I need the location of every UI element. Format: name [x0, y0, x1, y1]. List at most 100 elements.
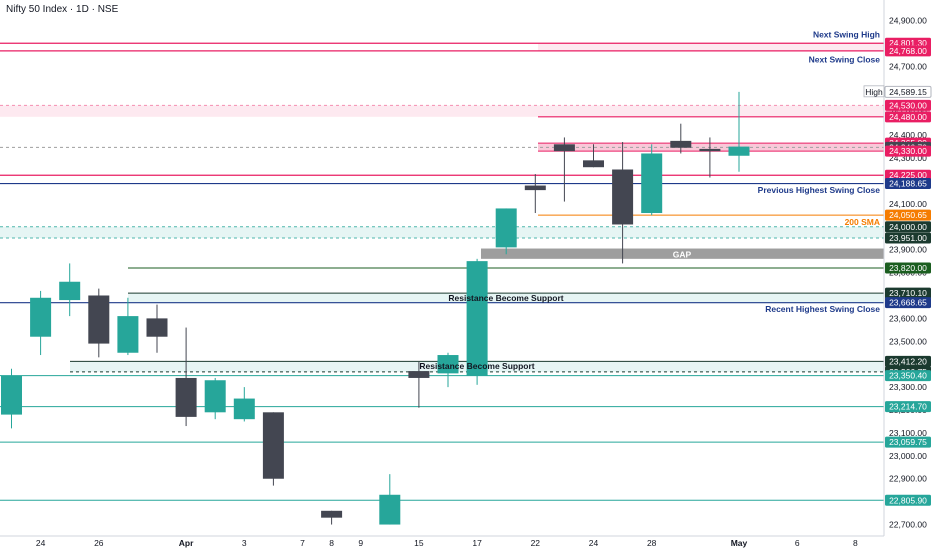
time-tick-label: 24: [589, 538, 599, 548]
gap-label: GAP: [673, 249, 692, 259]
level-badge-label: 23,710.10: [889, 288, 927, 298]
candle-body: [262, 412, 284, 479]
time-tick-label: 9: [358, 538, 363, 548]
zone-band: [0, 105, 884, 117]
candle-body: [59, 281, 81, 301]
level-badge: [885, 145, 931, 157]
gap-band: [481, 248, 884, 259]
time-tick-label: 17: [472, 538, 482, 548]
level-badge-label: 22,805.90: [889, 495, 927, 505]
level-badge-label: 23,412.20: [889, 356, 927, 366]
level-badge-label: 24,480.00: [889, 112, 927, 122]
level-badge-label: 24,000.00: [889, 222, 927, 232]
candle-body: [583, 160, 604, 168]
level-badge: [885, 221, 931, 233]
price-tick-label: 22,900.00: [889, 474, 927, 484]
level-badge-label: 24,188.65: [889, 179, 927, 189]
level-badge: [885, 262, 931, 274]
time-tick-label: 3: [242, 538, 247, 548]
time-tick-label: 28: [647, 538, 657, 548]
time-tick-label: 22: [531, 538, 541, 548]
support-zone-label: Resistance Become Support: [419, 361, 534, 371]
candle-body: [612, 169, 634, 225]
level-badge-label: 23,951.00: [889, 233, 927, 243]
level-badge-label: 23,059.75: [889, 437, 927, 447]
level-badge: [885, 401, 931, 413]
level-badge: [885, 494, 931, 506]
price-tick-label: 24,700.00: [889, 61, 927, 71]
level-badge-label: 23,350.40: [889, 371, 927, 381]
candle-body: [30, 297, 52, 337]
price-tick-label: 23,600.00: [889, 313, 927, 323]
level-badge-label: 24,589.15: [889, 87, 927, 97]
candle-body: [408, 371, 430, 378]
candle-body: [524, 185, 546, 191]
level-badge: [885, 297, 931, 309]
level-badge: [885, 209, 931, 221]
zone-band: [538, 43, 884, 51]
candle-body: [146, 318, 168, 337]
price-tick-label: 22,700.00: [889, 520, 927, 530]
level-badge: [885, 111, 931, 123]
candle-body: [88, 295, 110, 344]
price-tick-label: 24,100.00: [889, 199, 927, 209]
time-tick-label: 8: [329, 538, 334, 548]
candle-body: [641, 153, 663, 214]
level-badge: [885, 287, 931, 299]
level-badge: [885, 99, 931, 111]
price-tick-label: 23,500.00: [889, 336, 927, 346]
time-tick-label: 6: [795, 538, 800, 548]
time-tick-label: Apr: [179, 538, 194, 548]
price-tick-label: 23,900.00: [889, 245, 927, 255]
level-badge-label: 23,820.00: [889, 263, 927, 273]
level-annotation: Recent Highest Swing Close: [765, 304, 880, 314]
level-badge: [885, 232, 931, 244]
time-tick-label: 24: [36, 538, 46, 548]
time-tick-label: 7: [300, 538, 305, 548]
level-badge: [884, 85, 932, 98]
high-tag-label: High: [865, 87, 883, 97]
price-tick-label: 24,300.00: [889, 153, 927, 163]
candle-body: [699, 148, 721, 152]
time-tick-label: 26: [94, 538, 104, 548]
level-badge-label: 23,214.70: [889, 402, 927, 412]
candle-body: [466, 261, 488, 376]
candle-body: [437, 355, 459, 374]
level-badge: [885, 169, 931, 181]
candle-body: [495, 208, 517, 248]
level-badge-label: 24,330.00: [889, 146, 927, 156]
level-annotation: Previous Highest Swing Close: [758, 185, 881, 195]
candle-body: [204, 380, 226, 413]
candle-body: [117, 316, 139, 353]
level-annotation: Next Swing High: [813, 29, 880, 39]
price-tick-label: 24,900.00: [889, 16, 927, 26]
level-badge: [885, 178, 931, 190]
time-tick-label: May: [731, 538, 748, 548]
level-annotation: Next Swing Close: [809, 55, 881, 65]
level-annotation: 200 SMA: [845, 217, 880, 227]
level-badge: [885, 355, 931, 367]
level-badge-label: 23,668.65: [889, 298, 927, 308]
support-zone-label: Resistance Become Support: [448, 293, 563, 303]
level-badge-label: 24,225.00: [889, 170, 927, 180]
candle-body: [1, 375, 22, 415]
price-tick-label: 24,400.00: [889, 130, 927, 140]
level-badge: [885, 436, 931, 448]
price-tick-label: 23,000.00: [889, 451, 927, 461]
level-badge-label: 24,530.00: [889, 100, 927, 110]
candle-body: [728, 146, 750, 156]
time-tick-label: 8: [853, 538, 858, 548]
level-badge: [885, 45, 931, 57]
zone-band: [0, 226, 884, 238]
chart-title: Nifty 50 Index · 1D · NSE: [6, 4, 119, 15]
high-tag: [863, 85, 885, 98]
price-tick-label: 23,300.00: [889, 382, 927, 392]
time-tick-label: 15: [414, 538, 424, 548]
candle-body: [670, 140, 692, 148]
candle-body: [233, 398, 255, 420]
candle-body: [321, 510, 343, 518]
zone-band: [128, 293, 884, 303]
level-badge-label: 24,801.30: [889, 38, 927, 48]
level-badge-label: 24,050.65: [889, 210, 927, 220]
